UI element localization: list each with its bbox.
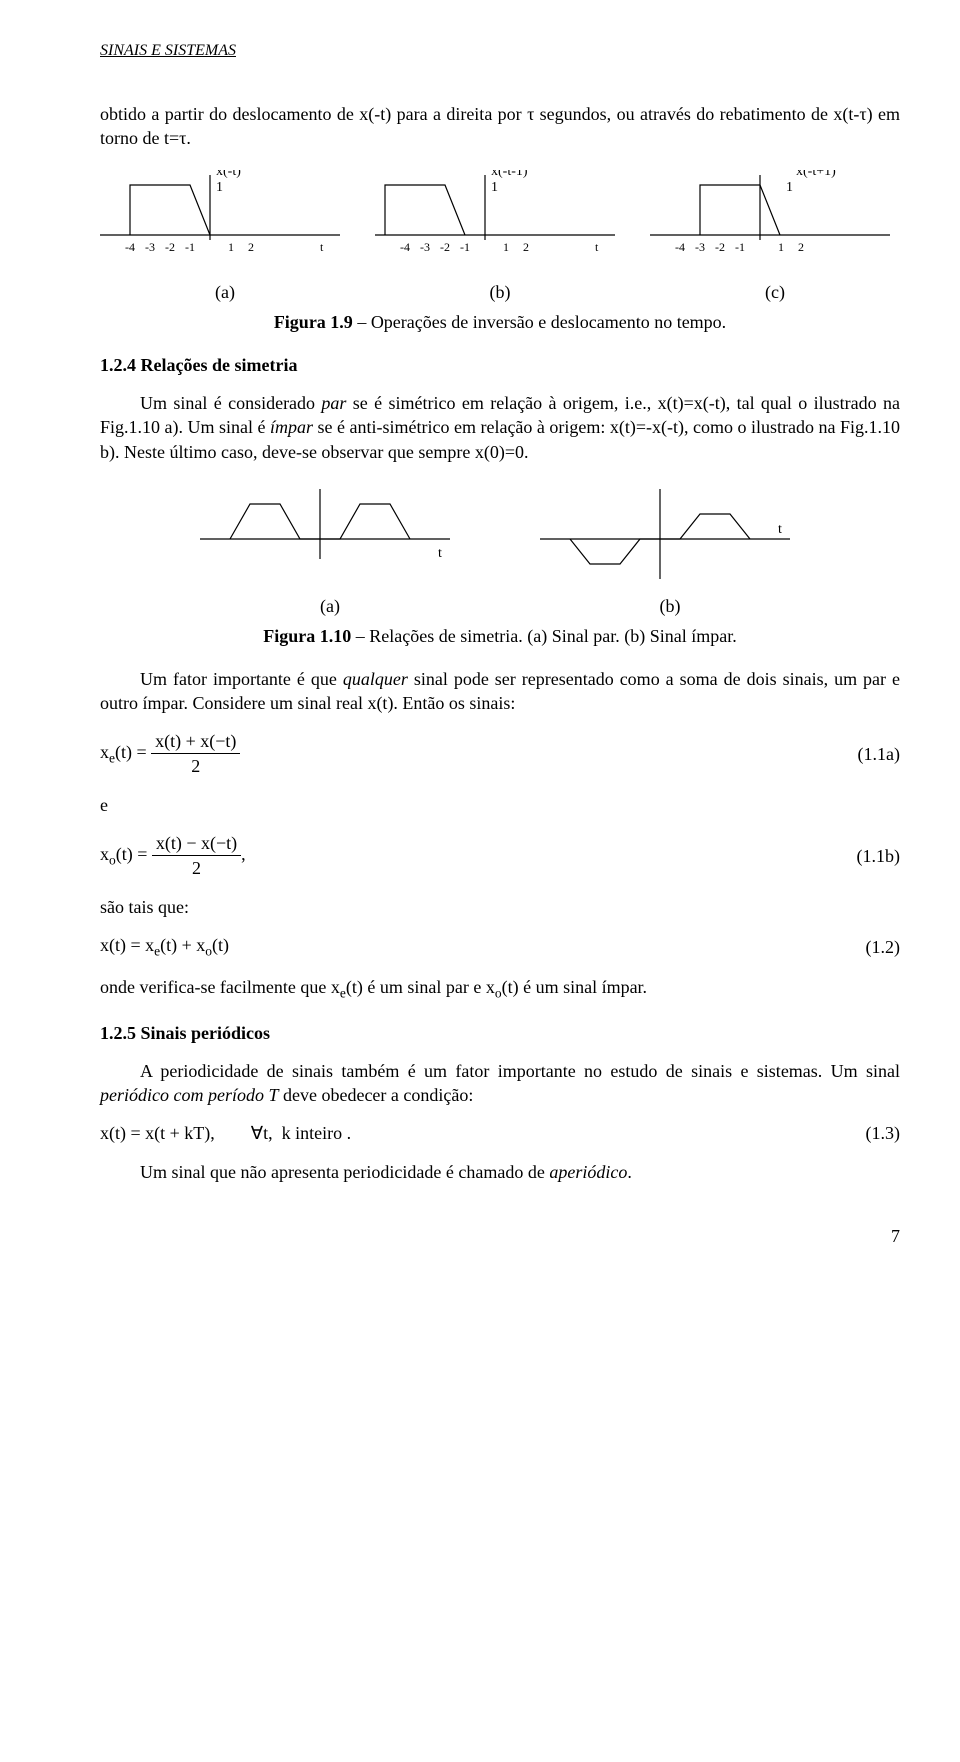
svg-text:1: 1 <box>216 180 223 195</box>
onde-paragraph: onde verifica-se facilmente que xe(t) é … <box>100 975 900 1003</box>
eq-tag: (1.2) <box>866 935 901 959</box>
eq-1-2: x(t) = xe(t) + xo(t) (1.2) <box>100 933 900 961</box>
svg-text:1: 1 <box>491 180 498 195</box>
svg-text:2: 2 <box>798 240 804 254</box>
figure-1-10: t (a) t (b) <box>100 484 900 618</box>
svg-text:1: 1 <box>503 240 509 254</box>
last-paragraph: Um sinal que não apresenta periodicidade… <box>100 1160 900 1184</box>
fig19-panel-c: x(-t+1) 1 -4-3 -2-1 12 (c) <box>650 170 900 304</box>
fig110-caption: Figura 1.10 – Relações de simetria. (a) … <box>100 624 900 648</box>
page-number: 7 <box>100 1224 900 1248</box>
svg-text:-1: -1 <box>735 240 745 254</box>
fig19-panel-b: x(-t-1) 1 -4-3 -2-1 12 t (b) <box>375 170 625 304</box>
figure-1-9: x(-t) 1 -4-3 -2-1 12 t (a) x(-t-1) 1 -4-… <box>100 170 900 304</box>
fig110-panel-b: t (b) <box>540 484 800 618</box>
eq-1-3: x(t) = x(t + kT), ∀t, k inteiro . (1.3) <box>100 1121 900 1145</box>
svg-text:1: 1 <box>778 240 784 254</box>
svg-text:-4: -4 <box>400 240 410 254</box>
intro-paragraph: obtido a partir do deslocamento de x(-t)… <box>100 102 900 151</box>
fig19-b-sub: (b) <box>490 280 511 304</box>
fig19-caption: Figura 1.9 – Operações de inversão e des… <box>100 310 900 334</box>
fig19-a-label: x(-t) <box>216 170 241 179</box>
fig19-a-sub: (a) <box>215 280 235 304</box>
svg-text:2: 2 <box>523 240 529 254</box>
fig19-c-label: x(-t+1) <box>796 170 836 179</box>
svg-text:1: 1 <box>786 180 793 195</box>
svg-text:-1: -1 <box>185 240 195 254</box>
section-1-2-4-p1: Um sinal é considerado par se é simétric… <box>100 391 900 464</box>
section-1-2-5-p1: A periodicidade de sinais também é um fa… <box>100 1059 900 1108</box>
svg-text:-2: -2 <box>440 240 450 254</box>
svg-text:t: t <box>595 240 599 254</box>
eq-1-1a: xe(t) = x(t) + x(−t)2 (1.1a) <box>100 729 900 779</box>
svg-text:t: t <box>778 522 782 537</box>
section-1-2-5-title: 1.2.5 Sinais periódicos <box>100 1021 900 1045</box>
svg-text:-4: -4 <box>125 240 135 254</box>
section-1-2-4-title: 1.2.4 Relações de simetria <box>100 353 900 377</box>
svg-text:1: 1 <box>228 240 234 254</box>
svg-text:-4: -4 <box>675 240 685 254</box>
svg-text:-3: -3 <box>420 240 430 254</box>
svg-text:-2: -2 <box>165 240 175 254</box>
svg-text:t: t <box>320 240 324 254</box>
fig110-panel-a: t (a) <box>200 484 460 618</box>
fig19-panel-a: x(-t) 1 -4-3 -2-1 12 t (a) <box>100 170 350 304</box>
sao-tais: são tais que: <box>100 895 900 919</box>
eq-1-1b: xo(t) = x(t) − x(−t)2, (1.1b) <box>100 831 900 881</box>
page-header: SINAIS E SISTEMAS <box>100 40 900 62</box>
and-e: e <box>100 793 900 817</box>
fig19-c-sub: (c) <box>765 280 785 304</box>
svg-text:t: t <box>438 546 442 561</box>
svg-text:-3: -3 <box>145 240 155 254</box>
svg-text:-2: -2 <box>715 240 725 254</box>
svg-text:-3: -3 <box>695 240 705 254</box>
eq-tag: (1.1b) <box>857 844 901 868</box>
eq-tag: (1.1a) <box>858 742 900 766</box>
svg-text:2: 2 <box>248 240 254 254</box>
p-after-fig110: Um fator importante é que qualquer sinal… <box>100 667 900 716</box>
svg-text:-1: -1 <box>460 240 470 254</box>
fig19-b-label: x(-t-1) <box>491 170 528 179</box>
eq-tag: (1.3) <box>866 1121 901 1145</box>
